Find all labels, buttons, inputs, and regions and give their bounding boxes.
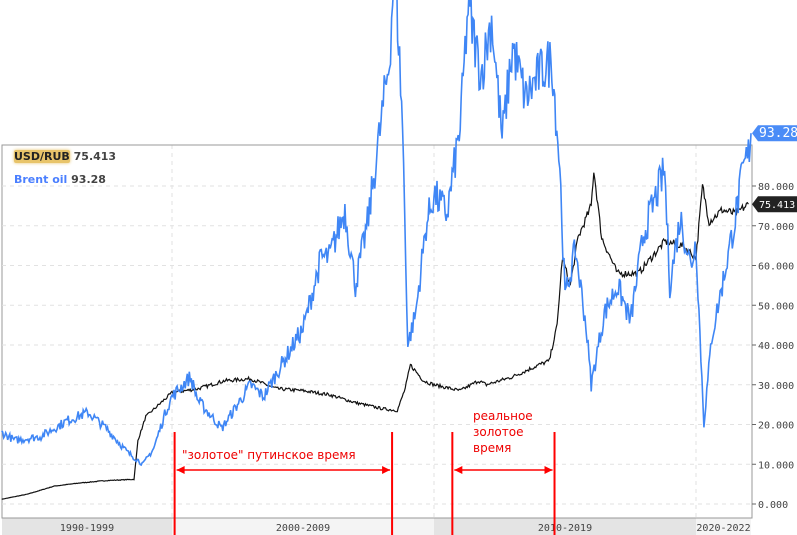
plot-frame bbox=[1, 144, 753, 519]
legend-brent: Brent oil 93.28 bbox=[14, 173, 116, 186]
x-band-label: 2000-2009 bbox=[276, 523, 330, 534]
x-band-label: 2010-2019 bbox=[538, 523, 592, 534]
brent-oil-line bbox=[1, 0, 752, 467]
annotation-line: время bbox=[473, 441, 512, 455]
y-tick-label: 30.000 bbox=[758, 381, 794, 392]
annotation-real-time: реальное золотое время bbox=[473, 408, 533, 456]
x-band bbox=[172, 518, 434, 535]
legend: USD/RUB 75.413 Brent oil 93.28 bbox=[14, 150, 116, 196]
legend-brent-label: Brent oil bbox=[14, 173, 68, 186]
y-tick-label: 70.000 bbox=[758, 222, 794, 233]
brent-value-tag: 93.28 bbox=[752, 125, 797, 142]
value-tag-bg bbox=[752, 125, 797, 142]
legend-usd-label: USD/RUB bbox=[14, 150, 70, 163]
y-tick-label: 60.000 bbox=[758, 262, 794, 273]
y-tick-label: 50.000 bbox=[758, 301, 794, 312]
x-band bbox=[696, 518, 752, 535]
y-tick-label: 10.000 bbox=[758, 460, 794, 471]
x-band bbox=[2, 518, 172, 535]
usd-value-tag: 75.413 bbox=[752, 196, 797, 213]
x-band-label: 2020-2022 bbox=[696, 523, 750, 534]
legend-usd-value: 75.413 bbox=[73, 150, 117, 163]
value-tag-text: 75.413 bbox=[759, 200, 795, 211]
y-tick-label: 20.000 bbox=[758, 421, 794, 432]
y-tick-label: 80.000 bbox=[758, 182, 794, 193]
legend-brent-value: 93.28 bbox=[71, 173, 106, 186]
annotation-line: реальное bbox=[473, 409, 533, 423]
annotation-line: золотое bbox=[473, 425, 524, 439]
y-tick-label: 0.000 bbox=[758, 500, 788, 511]
y-tick-label: 40.000 bbox=[758, 341, 794, 352]
x-band-label: 1990-1999 bbox=[60, 523, 114, 534]
value-tag-bg bbox=[752, 196, 797, 213]
value-tag-text: 93.28 bbox=[759, 126, 797, 141]
annotation-putin-time: "золотое" путинское время bbox=[182, 448, 356, 462]
x-band bbox=[434, 518, 696, 535]
usd-rub-line bbox=[1, 172, 749, 500]
legend-usd: USD/RUB 75.413 bbox=[14, 150, 116, 163]
